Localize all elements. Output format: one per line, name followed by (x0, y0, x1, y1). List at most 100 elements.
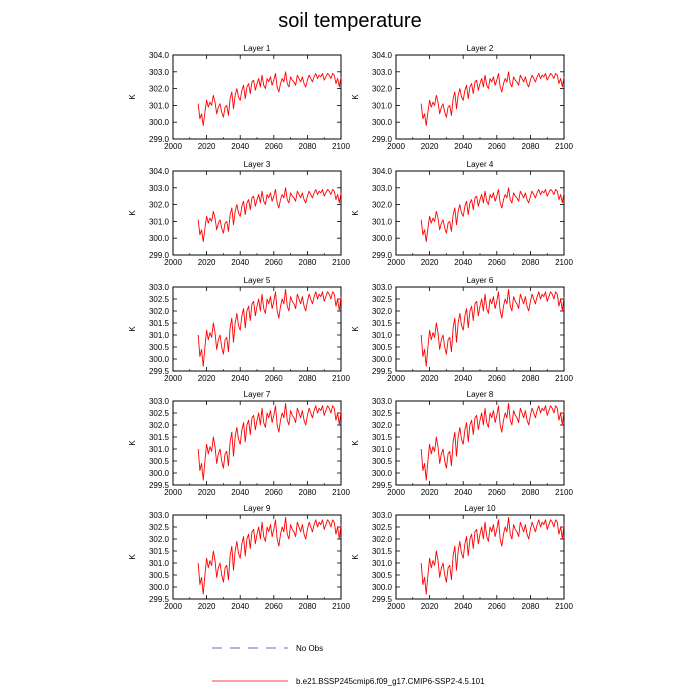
y-axis-label: K (351, 554, 360, 560)
x-tick-label: 2060 (265, 258, 283, 267)
x-tick-label: 2100 (332, 488, 350, 497)
y-axis-label: K (128, 210, 137, 216)
y-tick-label: 301.0 (149, 217, 170, 226)
panel-title: Layer 6 (467, 276, 494, 285)
y-tick-label: 301.0 (149, 445, 170, 454)
x-tick-label: 2080 (522, 374, 540, 383)
panel-layer-5: Layer 5 2000 2020 2040 2060 2080 2100 299.5 300.… (128, 276, 350, 383)
y-axis-label: K (351, 440, 360, 446)
model-series-line (420, 516, 565, 595)
panel-layer-4: Layer 4 2000 2020 2040 2060 2080 2100 299.0 300.… (351, 160, 573, 267)
y-tick-label: 302.0 (372, 85, 393, 94)
y-tick-label: 303.0 (149, 184, 170, 193)
x-tick-label: 2080 (299, 374, 317, 383)
plot-frame (395, 514, 565, 600)
x-tick-label: 2060 (265, 142, 283, 151)
panel-title: Layer 3 (244, 160, 271, 169)
panel-title: Layer 4 (467, 160, 494, 169)
model-series-line (420, 402, 565, 481)
x-tick-label: 2020 (198, 602, 216, 611)
y-tick-label: 299.0 (149, 135, 170, 144)
y-tick-label: 300.5 (149, 571, 170, 580)
x-tick-label: 2100 (332, 258, 350, 267)
x-tick-label: 2040 (454, 602, 472, 611)
x-tick-label: 2040 (454, 258, 472, 267)
y-tick-label: 303.0 (149, 511, 170, 520)
y-tick-label: 301.0 (149, 331, 170, 340)
panel-layer-3: Layer 3 2000 2020 2040 2060 2080 2100 299.0 300.… (128, 160, 350, 267)
y-tick-label: 302.5 (372, 523, 393, 532)
x-tick-label: 2040 (231, 142, 249, 151)
y-tick-label: 302.5 (149, 523, 170, 532)
plot-frame (172, 170, 342, 256)
y-axis-label: K (128, 94, 137, 100)
figure-title: soil temperature (278, 10, 421, 32)
x-tick-label: 2000 (164, 374, 182, 383)
x-tick-label: 2020 (421, 602, 439, 611)
x-tick-label: 2040 (231, 258, 249, 267)
plot-frame (395, 54, 565, 140)
y-axis-label: K (128, 554, 137, 560)
x-tick-label: 2060 (488, 602, 506, 611)
x-tick-label: 2080 (299, 602, 317, 611)
y-axis-label: K (351, 94, 360, 100)
x-tick-label: 2000 (387, 488, 405, 497)
y-tick-label: 299.5 (149, 595, 170, 604)
x-tick-label: 2100 (332, 374, 350, 383)
y-tick-label: 300.0 (372, 118, 393, 127)
y-tick-label: 300.0 (149, 118, 170, 127)
y-tick-label: 299.0 (372, 135, 393, 144)
y-tick-label: 301.0 (372, 445, 393, 454)
y-tick-label: 302.0 (149, 535, 170, 544)
panel-layer-7: Layer 7 2000 2020 2040 2060 2080 2100 299.5 300.… (128, 390, 350, 497)
y-tick-label: 301.5 (149, 433, 170, 442)
model-series-line (197, 187, 342, 243)
y-tick-label: 303.0 (372, 397, 393, 406)
model-series-line (197, 402, 342, 481)
x-tick-label: 2060 (265, 488, 283, 497)
y-tick-label: 301.0 (149, 559, 170, 568)
legend-obs-label: No Obs (296, 644, 323, 653)
y-axis-label: K (351, 210, 360, 216)
y-tick-label: 302.5 (149, 409, 170, 418)
x-tick-label: 2040 (454, 374, 472, 383)
plot-frame (172, 514, 342, 600)
panel-layer-1: Layer 1 2000 2020 2040 2060 2080 2100 299.0 300.… (128, 44, 350, 151)
model-series-line (420, 71, 565, 127)
x-tick-label: 2080 (522, 602, 540, 611)
x-tick-label: 2000 (164, 488, 182, 497)
y-axis-label: K (128, 326, 137, 332)
x-tick-label: 2100 (555, 142, 573, 151)
model-series-line (197, 71, 342, 127)
y-tick-label: 300.5 (149, 343, 170, 352)
y-tick-label: 302.5 (149, 295, 170, 304)
x-tick-label: 2080 (299, 142, 317, 151)
y-tick-label: 301.5 (372, 547, 393, 556)
y-tick-label: 299.5 (372, 367, 393, 376)
panel-layer-2: Layer 2 2000 2020 2040 2060 2080 2100 299.0 300.… (351, 44, 573, 151)
x-tick-label: 2000 (387, 142, 405, 151)
y-tick-label: 301.0 (372, 331, 393, 340)
legend-model-label: b.e21.BSSP245cmip6.f09_g17.CMIP6-SSP2-4.… (296, 677, 485, 686)
y-tick-label: 303.0 (149, 283, 170, 292)
y-tick-label: 303.0 (372, 283, 393, 292)
plot-frame (395, 170, 565, 256)
x-tick-label: 2100 (332, 602, 350, 611)
y-tick-label: 304.0 (372, 51, 393, 60)
panel-title: Layer 5 (244, 276, 271, 285)
y-tick-label: 300.0 (149, 234, 170, 243)
y-tick-label: 302.0 (149, 201, 170, 210)
panel-layer-6: Layer 6 2000 2020 2040 2060 2080 2100 299.5 300.… (351, 276, 573, 383)
x-tick-label: 2000 (387, 258, 405, 267)
y-tick-label: 299.5 (372, 481, 393, 490)
y-tick-label: 302.0 (149, 307, 170, 316)
y-tick-label: 300.5 (372, 571, 393, 580)
y-tick-label: 302.0 (149, 85, 170, 94)
x-tick-label: 2100 (555, 258, 573, 267)
x-tick-label: 2020 (198, 142, 216, 151)
plot-frame (172, 286, 342, 372)
x-tick-label: 2040 (231, 374, 249, 383)
x-tick-label: 2060 (488, 374, 506, 383)
x-tick-label: 2060 (488, 258, 506, 267)
y-tick-label: 300.5 (372, 457, 393, 466)
